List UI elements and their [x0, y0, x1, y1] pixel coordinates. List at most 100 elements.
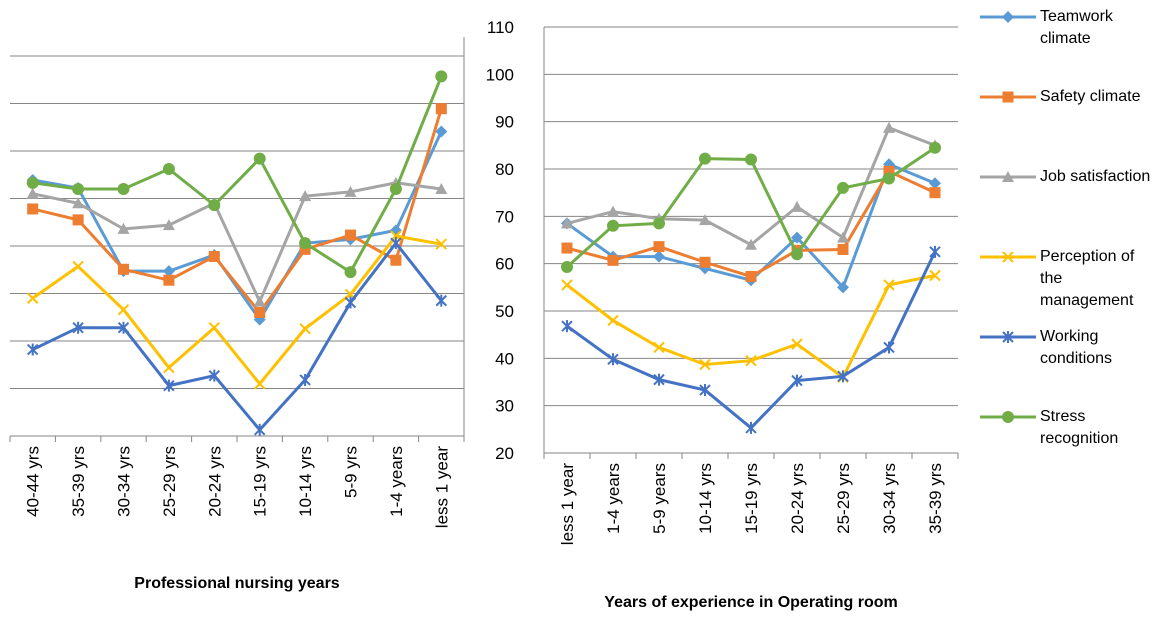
- x-tick-label: 35-39 yrs: [69, 446, 88, 517]
- marker: [389, 183, 402, 195]
- marker: [699, 384, 711, 397]
- x-axis-title: Professional nursing years: [134, 575, 340, 592]
- x-tick-label: 5-9 years: [650, 463, 669, 534]
- marker: [163, 379, 175, 392]
- x-axis-title: Years of experience in Operating room: [604, 594, 897, 611]
- marker: [254, 307, 266, 318]
- marker: [208, 199, 221, 212]
- x-tick-label: 10-14 yrs: [696, 463, 715, 534]
- marker: [1002, 251, 1014, 263]
- marker: [561, 279, 573, 291]
- marker: [653, 373, 665, 386]
- marker: [344, 296, 357, 309]
- marker: [344, 185, 357, 197]
- x-tick-label: 35-39 yrs: [926, 463, 945, 534]
- marker: [1002, 11, 1014, 23]
- marker: [390, 237, 402, 250]
- marker: [791, 200, 803, 212]
- series-line: [31, 234, 442, 387]
- marker: [435, 70, 448, 83]
- marker: [837, 370, 849, 383]
- marker: [344, 266, 357, 279]
- marker: [883, 279, 895, 291]
- marker: [117, 183, 130, 195]
- legend-label: Safety climate: [1040, 88, 1141, 105]
- marker: [163, 274, 175, 286]
- x-tick-label: 25-29 yrs: [160, 446, 179, 517]
- x-tick-label: 30-34 yrs: [880, 463, 899, 534]
- marker: [791, 231, 803, 244]
- marker: [607, 205, 619, 217]
- x-tick-label: 20-24 yrs: [205, 446, 224, 517]
- marker: [208, 250, 220, 262]
- marker: [72, 321, 84, 334]
- marker: [435, 183, 448, 194]
- series-line: [32, 130, 443, 323]
- marker: [929, 187, 941, 199]
- marker: [837, 231, 849, 243]
- marker: [745, 238, 757, 250]
- marker: [607, 219, 619, 232]
- y-tick-label: 70: [495, 207, 514, 226]
- marker: [162, 219, 175, 231]
- series-line: [32, 181, 442, 306]
- marker: [208, 321, 221, 334]
- marker: [607, 254, 619, 266]
- marker: [837, 181, 849, 194]
- legend-label: Working conditions: [1040, 328, 1113, 367]
- marker: [699, 256, 711, 268]
- marker: [162, 265, 175, 278]
- y-tick-label: 50: [495, 302, 514, 321]
- legend-label: Stress recognition: [1040, 408, 1119, 447]
- marker: [699, 358, 711, 371]
- marker: [345, 229, 356, 241]
- marker: [253, 152, 266, 165]
- marker: [883, 172, 895, 185]
- y-tick-label: 60: [495, 255, 514, 274]
- marker: [653, 341, 665, 354]
- marker: [883, 121, 895, 133]
- marker: [653, 241, 665, 253]
- y-tick-label: 40: [495, 349, 514, 368]
- x-tick-label: 25-29 yrs: [834, 463, 853, 534]
- marker: [299, 243, 311, 255]
- marker: [1002, 411, 1014, 423]
- marker: [253, 295, 266, 307]
- marker: [26, 176, 39, 189]
- marker: [26, 292, 39, 304]
- series-line: [32, 108, 443, 315]
- marker: [1002, 171, 1014, 182]
- marker: [837, 243, 849, 255]
- marker: [791, 338, 803, 350]
- x-tick-label: less 1 year: [558, 463, 577, 546]
- marker: [929, 177, 941, 190]
- marker: [162, 163, 175, 176]
- marker: [253, 423, 266, 436]
- x-tick-label: less 1 year: [432, 446, 451, 529]
- marker: [435, 125, 448, 138]
- y-tick-label: 30: [495, 397, 514, 416]
- series-line: [32, 240, 443, 433]
- marker: [561, 242, 573, 254]
- marker: [208, 369, 221, 382]
- marker: [253, 378, 266, 390]
- x-tick-label: 20-24 yrs: [788, 463, 807, 534]
- legend-label: Teamwork climate: [1040, 8, 1113, 47]
- marker: [435, 238, 448, 250]
- marker: [118, 263, 129, 275]
- y-tick-label: 80: [495, 160, 514, 179]
- marker: [561, 320, 573, 333]
- marker: [1002, 91, 1014, 103]
- x-tick-label: 30-34 yrs: [115, 446, 134, 517]
- marker: [561, 217, 573, 229]
- marker: [72, 197, 85, 209]
- marker: [791, 374, 803, 387]
- legend-symbols: [980, 11, 1036, 423]
- marker: [117, 321, 130, 334]
- marker: [1002, 331, 1014, 343]
- legend-label: Perception of the management: [1040, 248, 1135, 309]
- marker: [163, 361, 175, 374]
- marker: [299, 322, 311, 335]
